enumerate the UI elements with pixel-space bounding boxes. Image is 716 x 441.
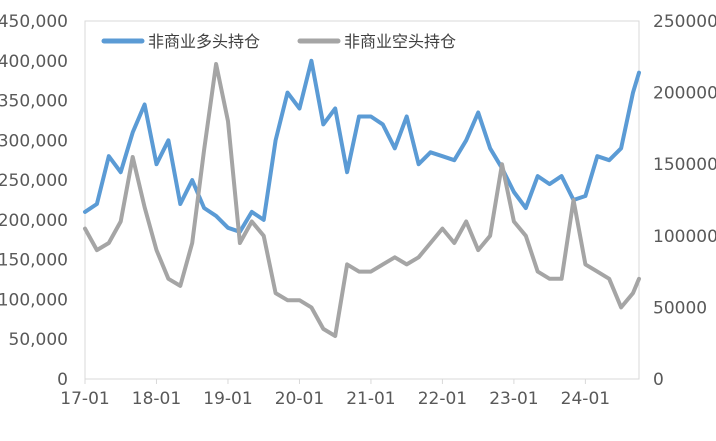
x-tick-label: 24-01 xyxy=(561,389,610,409)
x-tick-label: 21-01 xyxy=(346,389,395,409)
legend-label: 非商业空头持仓 xyxy=(344,32,456,51)
left-tick-label: 50,000 xyxy=(9,330,68,350)
x-tick-label: 18-01 xyxy=(132,389,181,409)
right-tick-label: 50000 xyxy=(653,298,707,318)
right-tick-label: 150000 xyxy=(653,155,716,175)
x-tick-label: 22-01 xyxy=(418,389,467,409)
right-tick-label: 100000 xyxy=(653,227,716,247)
x-tick-label: 23-01 xyxy=(489,389,538,409)
left-tick-label: 350,000 xyxy=(0,92,68,112)
left-tick-label: 150,000 xyxy=(0,251,68,271)
right-tick-label: 200000 xyxy=(653,84,716,104)
left-tick-label: 100,000 xyxy=(0,290,68,310)
right-axis-ticks: 0 50000 100000 150000 200000 250000 xyxy=(653,12,716,390)
left-axis-ticks: 0 50,000 100,000 150,000 200,000 250,000 300,0… xyxy=(0,12,68,390)
x-axis-ticks: 17-01 18-01 19-01 20-01 21-01 22-01 23-01 24-01 xyxy=(60,379,610,409)
right-tick-label: 250000 xyxy=(653,12,716,32)
left-tick-label: 250,000 xyxy=(0,171,68,191)
left-tick-label: 200,000 xyxy=(0,211,68,231)
series-line-2 xyxy=(83,62,641,338)
left-tick-label: 300,000 xyxy=(0,131,68,151)
series-line-1 xyxy=(83,58,641,234)
left-tick-label: 450,000 xyxy=(0,12,68,32)
plot-frame xyxy=(84,20,640,380)
left-tick-label: 400,000 xyxy=(0,52,68,72)
x-tick-label: 20-01 xyxy=(275,389,324,409)
legend: 非商业多头持仓 非商业空头持仓 xyxy=(101,32,456,51)
x-tick-label: 19-01 xyxy=(203,389,252,409)
left-tick-label: 0 xyxy=(57,370,68,390)
right-tick-label: 0 xyxy=(653,370,664,390)
series-layer xyxy=(83,58,641,338)
x-tick-label: 17-01 xyxy=(60,389,109,409)
legend-label: 非商业多头持仓 xyxy=(148,32,260,51)
